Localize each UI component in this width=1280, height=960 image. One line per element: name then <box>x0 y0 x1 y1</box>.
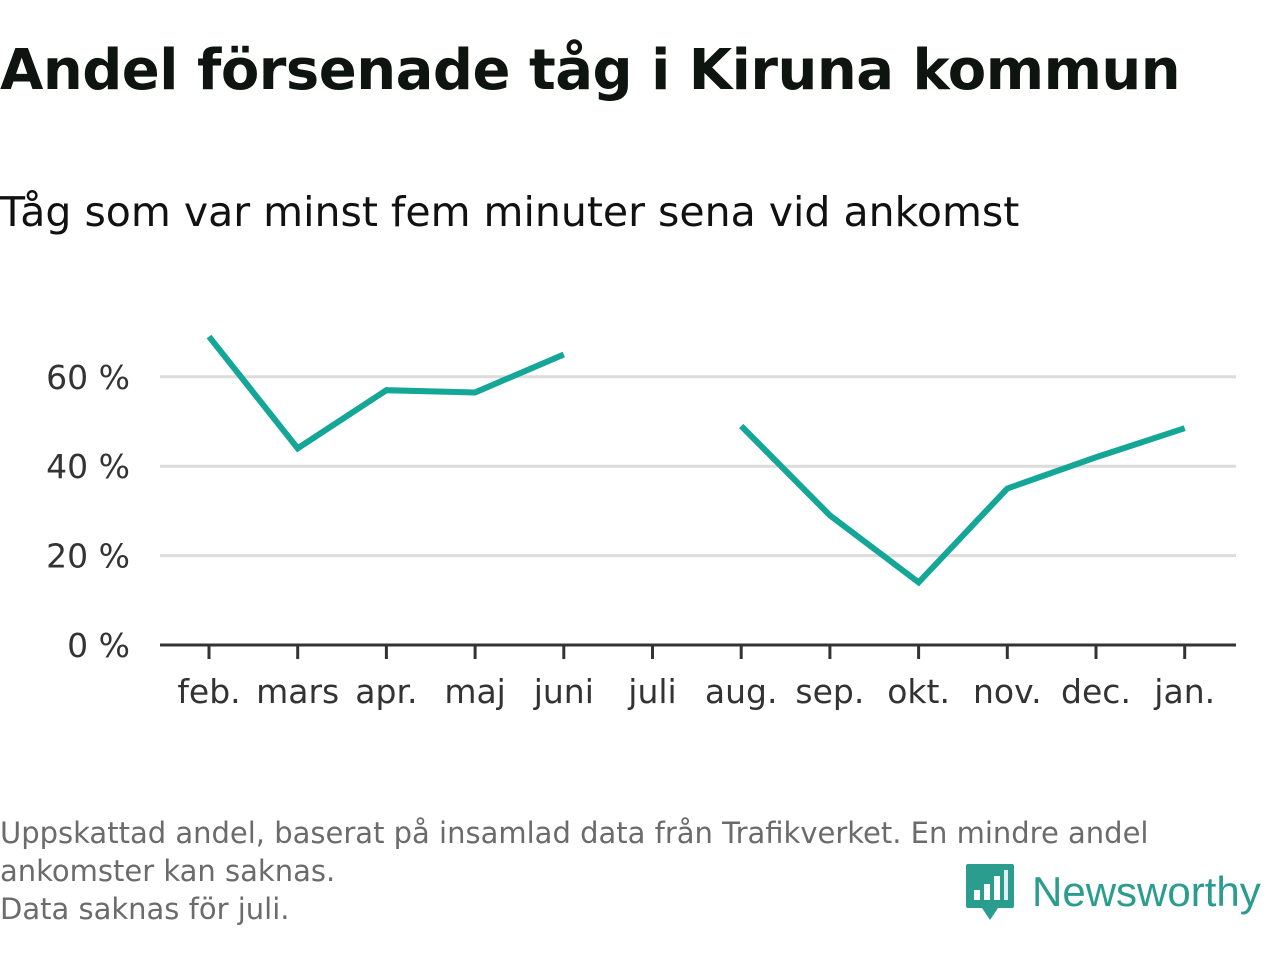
brand-name: Newsworthy <box>1032 868 1261 915</box>
line-chart: 0 % 20 % 40 % 60 % feb. mars apr. maj juni juli a… <box>46 334 1236 711</box>
chart-title: Andel försenade tåg i Kiruna kommun <box>0 38 1181 103</box>
x-tick-label: feb. <box>177 672 240 711</box>
x-tick-label: maj <box>444 672 506 711</box>
series-line <box>206 334 565 453</box>
x-axis <box>160 643 1236 659</box>
y-tick-label: 20 % <box>46 537 130 576</box>
y-tick-label: 0 % <box>67 626 130 665</box>
x-tick-label: aug. <box>705 672 778 711</box>
grid-lines <box>160 375 1236 558</box>
x-tick-label: juni <box>533 672 594 711</box>
footnote: Uppskattad andel, baserat på insamlad da… <box>0 814 1270 928</box>
y-tick-label: 40 % <box>46 447 130 486</box>
x-tick-label: nov. <box>973 672 1042 711</box>
series-line <box>739 423 1186 587</box>
x-axis-tick-labels: feb. mars apr. maj juni juli aug. sep. okt. nov. d… <box>177 672 1215 711</box>
x-tick-label: apr. <box>355 672 417 711</box>
x-tick-label: dec. <box>1061 672 1131 711</box>
brand: Newsworthy <box>964 862 1261 922</box>
chart-subtitle: Tåg som var minst fem minuter sena vid a… <box>0 188 1020 236</box>
newsworthy-logo-icon <box>966 864 1014 920</box>
footnote-line: ankomster kan saknas. <box>0 854 336 888</box>
x-tick-label: jan. <box>1153 672 1215 711</box>
y-tick-label: 60 % <box>46 358 130 397</box>
footnote-line: Uppskattad andel, baserat på insamlad da… <box>0 816 1149 850</box>
series-lines <box>206 334 1186 587</box>
x-tick-label: juli <box>627 672 676 711</box>
x-tick-label: sep. <box>795 672 864 711</box>
y-axis-tick-labels: 0 % 20 % 40 % 60 % <box>46 358 130 665</box>
x-tick-label: okt. <box>887 672 950 711</box>
x-tick-label: mars <box>256 672 339 711</box>
footnote-line: Data saknas för juli. <box>0 892 290 926</box>
